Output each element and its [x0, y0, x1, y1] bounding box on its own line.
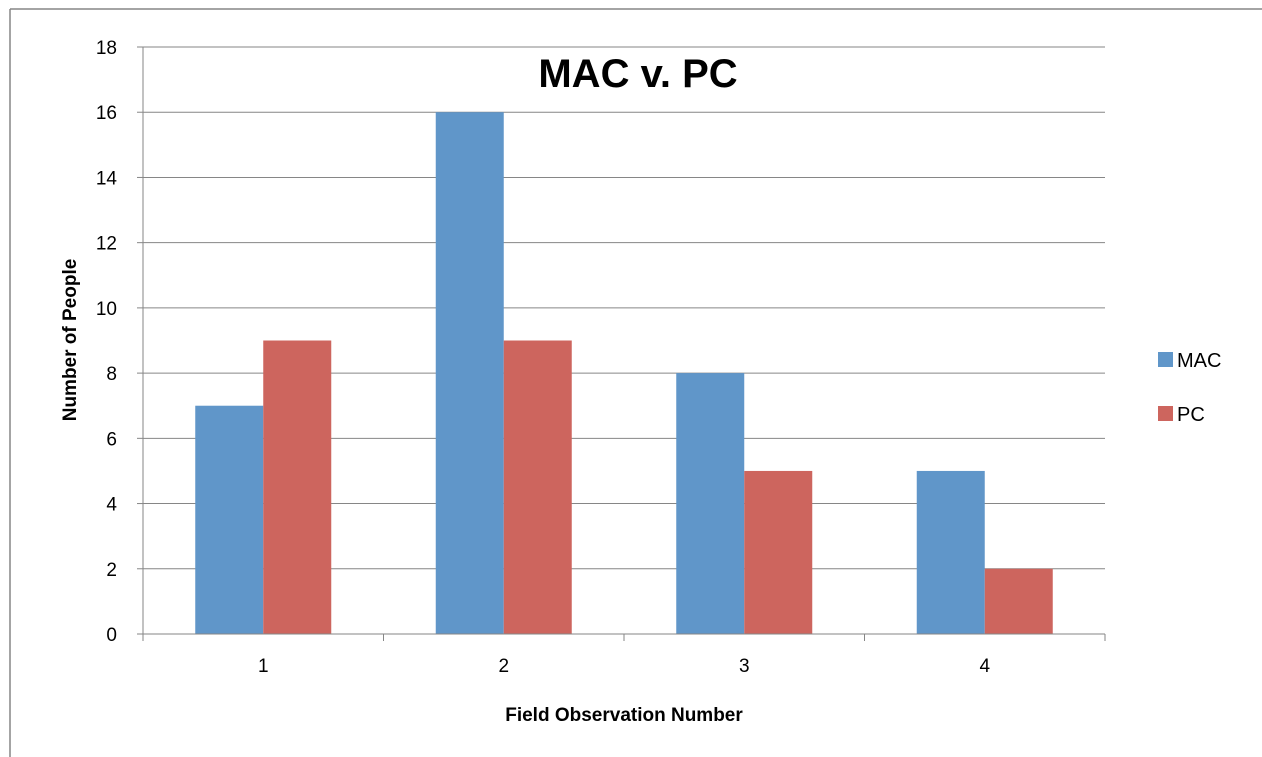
x-tick-label-3: 3 [739, 656, 750, 677]
bar-mac-3 [676, 373, 745, 634]
y-tick-label-18: 18 [96, 38, 117, 59]
bar-pc-3 [744, 470, 813, 634]
x-tick-label-1: 1 [258, 656, 269, 677]
legend-label-mac: MAC [1177, 350, 1221, 372]
bar-pc-1 [263, 340, 332, 634]
y-tick-label-6: 6 [106, 429, 117, 450]
y-tick-label-10: 10 [96, 299, 117, 320]
x-tick-label-4: 4 [979, 656, 990, 677]
bar-mac-1 [195, 405, 264, 634]
legend: MAC PC [1158, 350, 1221, 426]
y-tick-label-0: 0 [106, 625, 117, 646]
chart-title: MAC v. PC [538, 52, 737, 96]
bar-mac-4 [916, 470, 985, 634]
legend-swatch-pc [1158, 406, 1173, 421]
y-tick-label-16: 16 [96, 103, 117, 124]
bars [195, 112, 1053, 634]
y-tick-label-12: 12 [96, 234, 117, 255]
y-tick-label-4: 4 [106, 495, 117, 516]
y-tick-label-8: 8 [106, 364, 117, 385]
legend-label-pc: PC [1177, 404, 1205, 426]
legend-swatch-mac [1158, 352, 1173, 367]
bar-pc-2 [503, 340, 572, 634]
bar-pc-4 [984, 568, 1053, 634]
y-tick-label-2: 2 [106, 560, 117, 581]
x-axis-title: Field Observation Number [505, 705, 743, 726]
axes [137, 46, 1106, 641]
y-tick-label-14: 14 [96, 168, 118, 189]
x-tick-labels: 1 2 3 4 [258, 656, 991, 677]
x-tick-label-2: 2 [498, 656, 509, 677]
y-tick-labels: 0 2 4 6 8 10 12 14 16 18 [96, 38, 118, 646]
bar-mac-2 [435, 112, 504, 634]
y-axis-title: Number of People [60, 259, 81, 422]
